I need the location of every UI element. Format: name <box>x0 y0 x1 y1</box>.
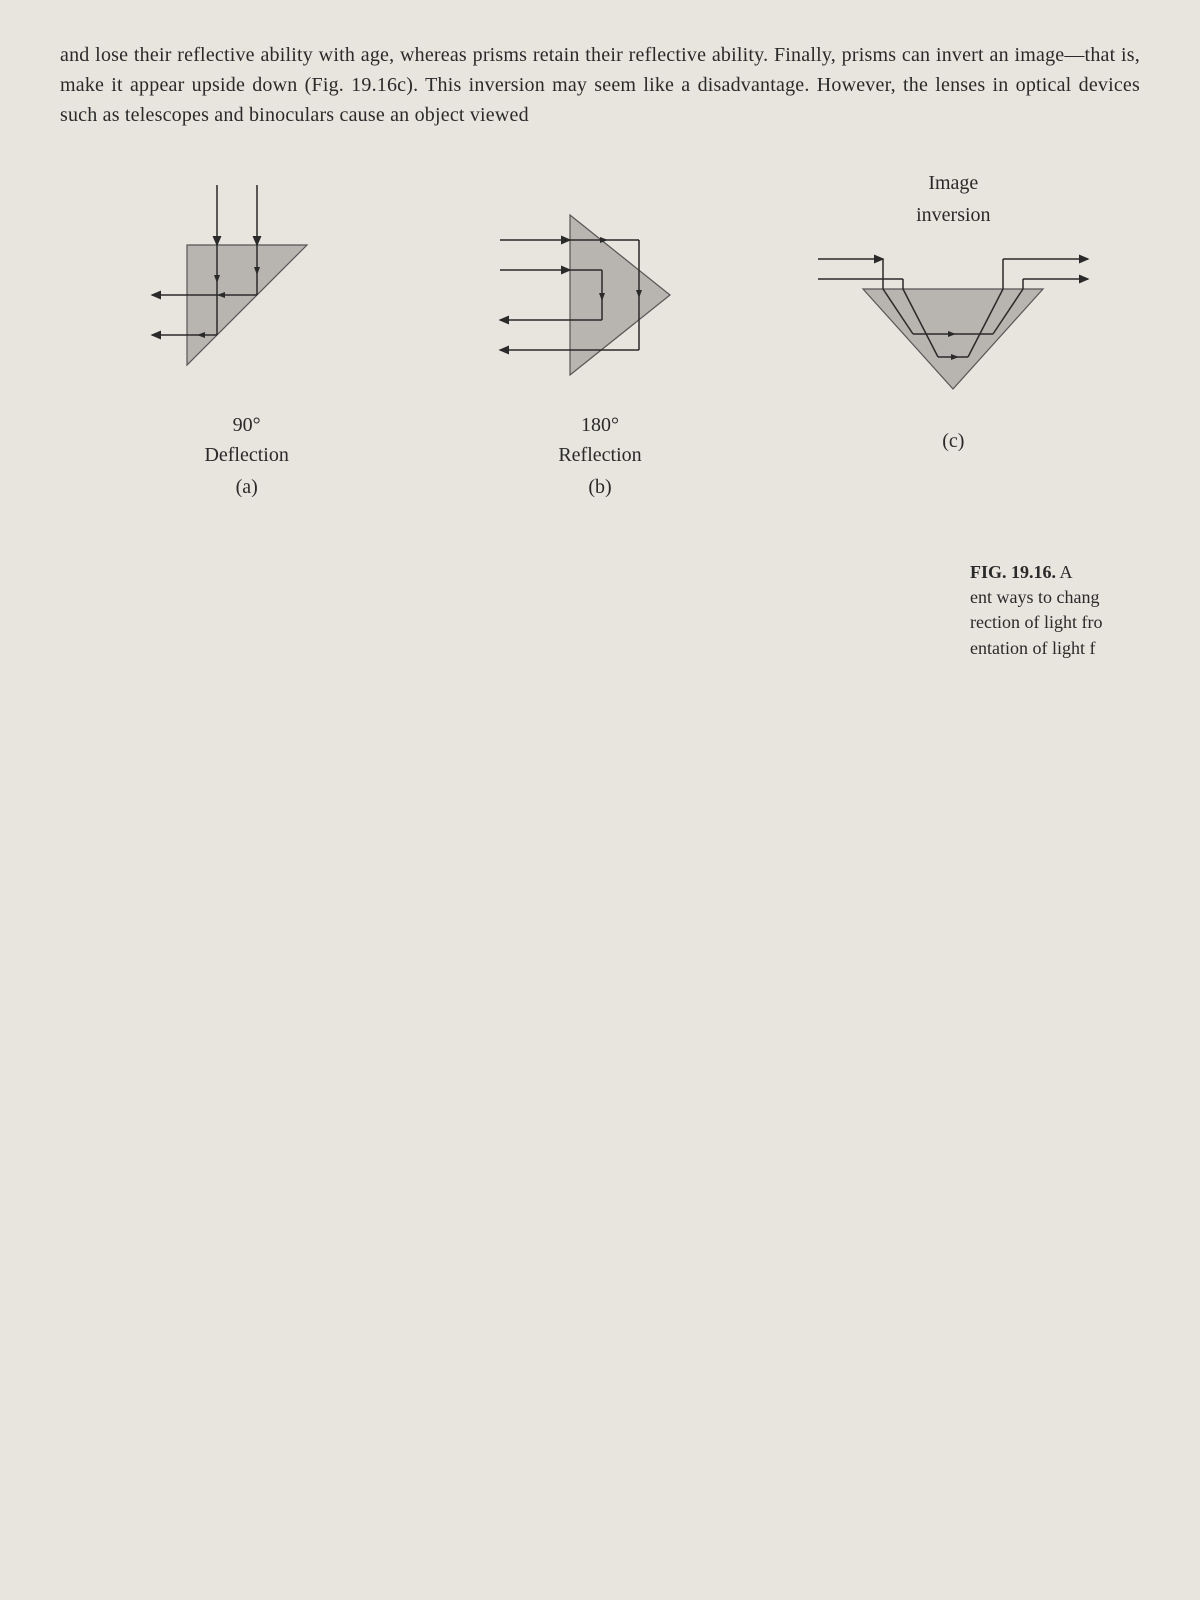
page-container: and lose their reflective ability with a… <box>60 40 1140 499</box>
figure-side-caption: FIG. 19.16. A ent ways to chang rection … <box>970 560 1120 661</box>
side-line3: rection of light fro <box>970 612 1102 632</box>
label-c: (c) <box>942 430 964 453</box>
figure-a: 90° Deflection (a) <box>70 170 423 499</box>
figure-row: 90° Deflection (a) <box>60 170 1140 499</box>
prism-reflection-icon <box>490 175 710 395</box>
side-line4: entation of light f <box>970 638 1095 658</box>
caption-a-line1: 90° <box>233 412 261 438</box>
caption-b-line2: Reflection <box>558 442 641 468</box>
diagram-b <box>490 170 710 400</box>
side-line2: ent ways to chang <box>970 587 1099 607</box>
label-b: (b) <box>588 476 611 499</box>
caption-a-line2: Deflection <box>204 442 288 468</box>
caption-b-line1: 180° <box>581 412 619 438</box>
figure-b: 180° Reflection (b) <box>423 170 776 499</box>
prism-inversion-icon <box>813 239 1093 409</box>
label-a: (a) <box>236 476 258 499</box>
prism-deflection-icon <box>147 175 347 395</box>
caption-c-line1: Image <box>928 170 978 196</box>
figure-c: Image inversion <box>777 170 1130 453</box>
caption-c-line2: inversion <box>916 202 990 228</box>
diagram-c <box>813 234 1093 414</box>
diagram-a <box>147 170 347 400</box>
body-paragraph: and lose their reflective ability with a… <box>60 40 1140 130</box>
side-line1: A <box>1060 562 1073 582</box>
fig-number: FIG. 19.16. <box>970 562 1056 582</box>
